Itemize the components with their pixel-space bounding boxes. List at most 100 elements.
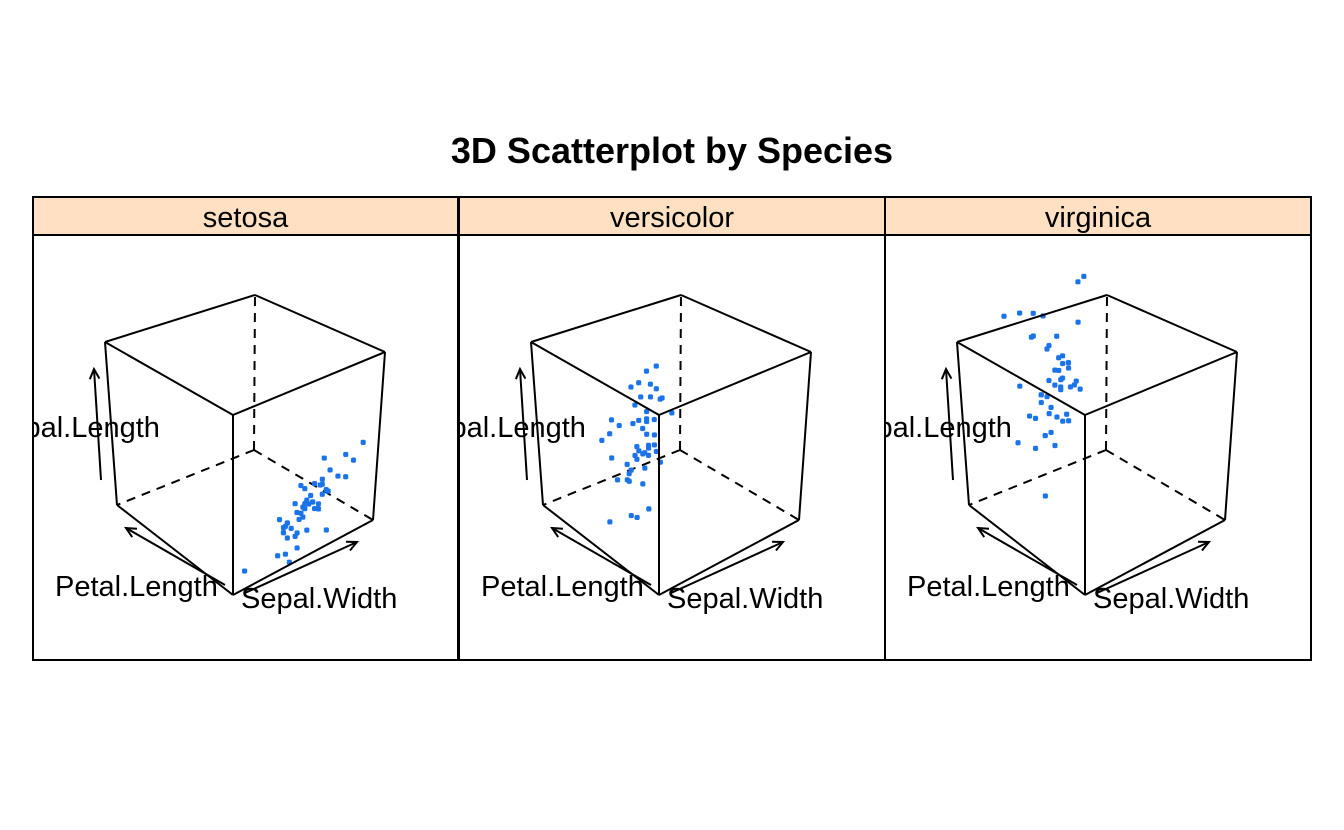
data-point (296, 516, 302, 523)
cube-edge (956, 294, 1108, 343)
data-point (634, 514, 640, 521)
data-point (327, 467, 333, 473)
data-point (1071, 382, 1078, 388)
data-point (628, 467, 634, 473)
axis-arrow-y (244, 541, 358, 594)
data-point (1017, 383, 1023, 389)
cube-edge (798, 351, 812, 521)
data-point (360, 439, 366, 446)
data-point (657, 459, 664, 465)
data-point (1073, 378, 1079, 384)
data-point (1038, 392, 1044, 398)
data-point (1046, 342, 1052, 349)
data-point (302, 500, 308, 507)
data-point (636, 448, 642, 454)
data-point (642, 465, 648, 471)
axis-arrow-x (551, 527, 652, 586)
data-point (294, 509, 300, 516)
chart-title: 3D Scatterplot by Species (451, 130, 893, 171)
data-point (626, 470, 632, 477)
axis-arrow-y (1096, 541, 1210, 594)
data-point (1055, 355, 1062, 361)
data-point (288, 525, 294, 532)
axis-label-y: Sepal.Width (1093, 583, 1249, 615)
data-point (640, 481, 646, 487)
data-point (653, 448, 660, 455)
data-point (1056, 367, 1062, 374)
data-point (1042, 493, 1049, 499)
data-point (1058, 376, 1064, 383)
data-point (1075, 279, 1081, 285)
axis-label-x: Petal.Length (907, 571, 1070, 603)
data-point (1042, 432, 1048, 439)
data-point (599, 437, 605, 444)
cube-edge (530, 294, 682, 343)
data-point (300, 504, 306, 510)
data-point (319, 476, 326, 482)
data-point (1065, 365, 1072, 371)
data-point (309, 499, 316, 505)
data-point (1028, 334, 1035, 340)
cube-edge-hidden (1105, 449, 1226, 521)
cube-edge-hidden (679, 449, 800, 521)
cube-edge (542, 504, 660, 596)
data-point (282, 523, 289, 530)
axis-arrow-x-head (550, 526, 564, 538)
data-point (298, 510, 304, 516)
data-point (315, 501, 322, 507)
data-point (630, 420, 636, 427)
axis-arrow-z-head (514, 366, 527, 380)
cube-edge (372, 351, 386, 521)
data-point (319, 481, 326, 487)
cube-edge (968, 504, 1086, 596)
strip-label-versicolor: versicolor (610, 202, 734, 234)
axis-arrow-x (125, 527, 226, 586)
axis-arrow-z (93, 368, 102, 481)
data-point (626, 478, 632, 485)
cube-edge-hidden (1105, 294, 1108, 451)
data-point (1052, 382, 1058, 388)
data-point (307, 492, 314, 499)
data-point (335, 473, 341, 479)
axis-arrow-z-head (940, 366, 953, 380)
data-point (274, 553, 281, 559)
cube-edge (116, 504, 234, 596)
data-point (305, 501, 312, 507)
data-point (636, 417, 642, 424)
data-point (632, 402, 638, 408)
data-point (645, 445, 652, 451)
data-point (669, 410, 675, 416)
data-point (653, 386, 660, 392)
data-point (1052, 442, 1058, 449)
data-point (645, 442, 652, 449)
axis-label-y: Sepal.Width (667, 583, 823, 615)
axis-arrow-y-head (1197, 540, 1212, 552)
data-point (292, 500, 298, 507)
data-point (1044, 346, 1050, 352)
data-point (638, 394, 644, 400)
data-point (645, 452, 652, 459)
axis-arrow-x-head (124, 526, 138, 538)
data-point (294, 545, 300, 551)
axis-arrow-y (670, 541, 784, 594)
data-point (651, 416, 658, 423)
data-point (608, 455, 615, 461)
data-point (635, 380, 642, 386)
data-point (1077, 386, 1083, 392)
axis-label-y: Sepal.Width (241, 583, 397, 615)
data-point (643, 418, 650, 425)
axis-arrow-y-head (345, 540, 360, 552)
data-point (1053, 333, 1060, 339)
data-point (634, 456, 640, 463)
data-point (607, 519, 613, 525)
cube-edge (1106, 294, 1238, 353)
cube-edge (680, 294, 812, 353)
data-point (642, 449, 648, 456)
strip-background (884, 196, 1312, 236)
data-point (643, 368, 650, 374)
data-point (1015, 440, 1021, 446)
cube-edge (1084, 351, 1238, 416)
data-point (1058, 386, 1064, 393)
